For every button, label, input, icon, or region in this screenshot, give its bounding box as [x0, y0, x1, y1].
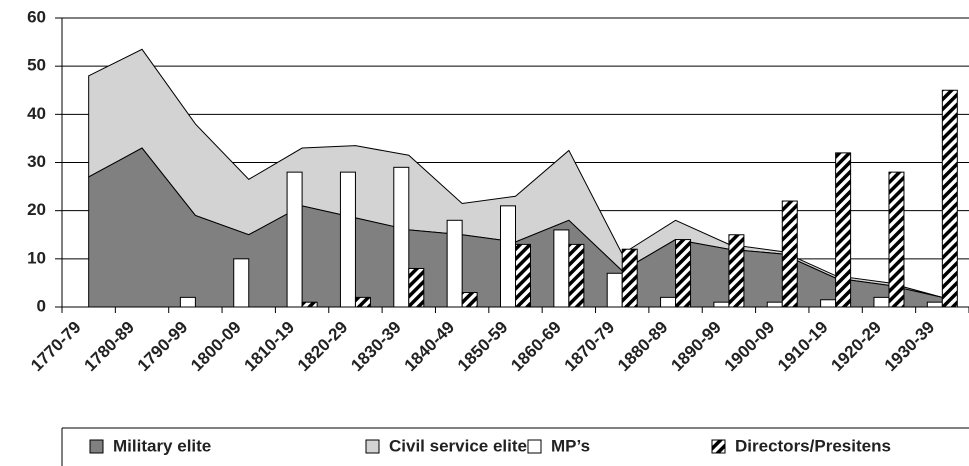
bar [926, 301, 943, 308]
x-tick-label: 1910-19 [774, 318, 832, 376]
bar [233, 258, 250, 308]
x-tick-label: 1780-89 [80, 318, 138, 376]
x-tick-label: 1790-99 [134, 318, 192, 376]
bar [606, 272, 623, 308]
bar [835, 152, 852, 308]
y-tick-label: 10 [27, 248, 46, 267]
x-tick-label: 1860-69 [507, 318, 565, 376]
bar [941, 89, 958, 308]
legend-swatch [365, 439, 380, 454]
legend-swatch [711, 439, 726, 454]
bar [820, 299, 837, 308]
bar [873, 296, 890, 308]
y-tick-label: 60 [27, 7, 46, 26]
bar [500, 205, 516, 308]
legend-label: Civil service elite [389, 436, 527, 455]
y-tick-label: 40 [27, 104, 46, 123]
bar [766, 301, 783, 308]
bar [675, 239, 692, 308]
x-tick-label: 1870-79 [561, 318, 619, 376]
bar [713, 301, 730, 308]
bar [515, 243, 531, 308]
legend-label: Military elite [113, 436, 211, 455]
bar [660, 296, 677, 308]
legend-swatch [527, 439, 542, 454]
x-tick-label: 1890-99 [667, 318, 725, 376]
bar [408, 267, 425, 308]
legend-swatch [89, 439, 104, 454]
y-tick-label: 30 [27, 152, 46, 171]
y-tick-label: 50 [27, 56, 46, 75]
bar [354, 296, 371, 308]
bar [339, 171, 356, 308]
bar [461, 292, 478, 308]
bar [781, 200, 798, 308]
x-tick-label: 1770-79 [27, 318, 85, 376]
legend-label: Directors/Presitens [735, 436, 891, 455]
bar [393, 166, 410, 308]
y-tick-label: 20 [27, 200, 46, 219]
bar [568, 243, 585, 308]
x-tick-label: 1850-59 [454, 318, 512, 376]
x-tick-label: 1810-19 [241, 318, 299, 376]
x-tick-label: 1840-49 [401, 318, 459, 376]
bar [728, 234, 745, 308]
legend-label: MP’s [551, 436, 590, 455]
bar [179, 296, 196, 308]
x-tick-label: 1820-29 [294, 318, 352, 376]
bar [553, 229, 570, 308]
bar [286, 171, 303, 308]
x-tick-label: 1930-39 [881, 318, 939, 376]
bar [888, 171, 905, 308]
y-tick-label: 0 [37, 296, 46, 315]
x-tick-label: 1920-29 [827, 318, 885, 376]
x-tick-label: 1830-39 [347, 318, 405, 376]
x-tick-label: 1880-89 [614, 318, 672, 376]
bar [301, 301, 318, 308]
x-tick-label: 1800-09 [187, 318, 245, 376]
x-tick-label: 1900-09 [721, 318, 779, 376]
bar [621, 248, 638, 308]
bar [446, 219, 463, 308]
